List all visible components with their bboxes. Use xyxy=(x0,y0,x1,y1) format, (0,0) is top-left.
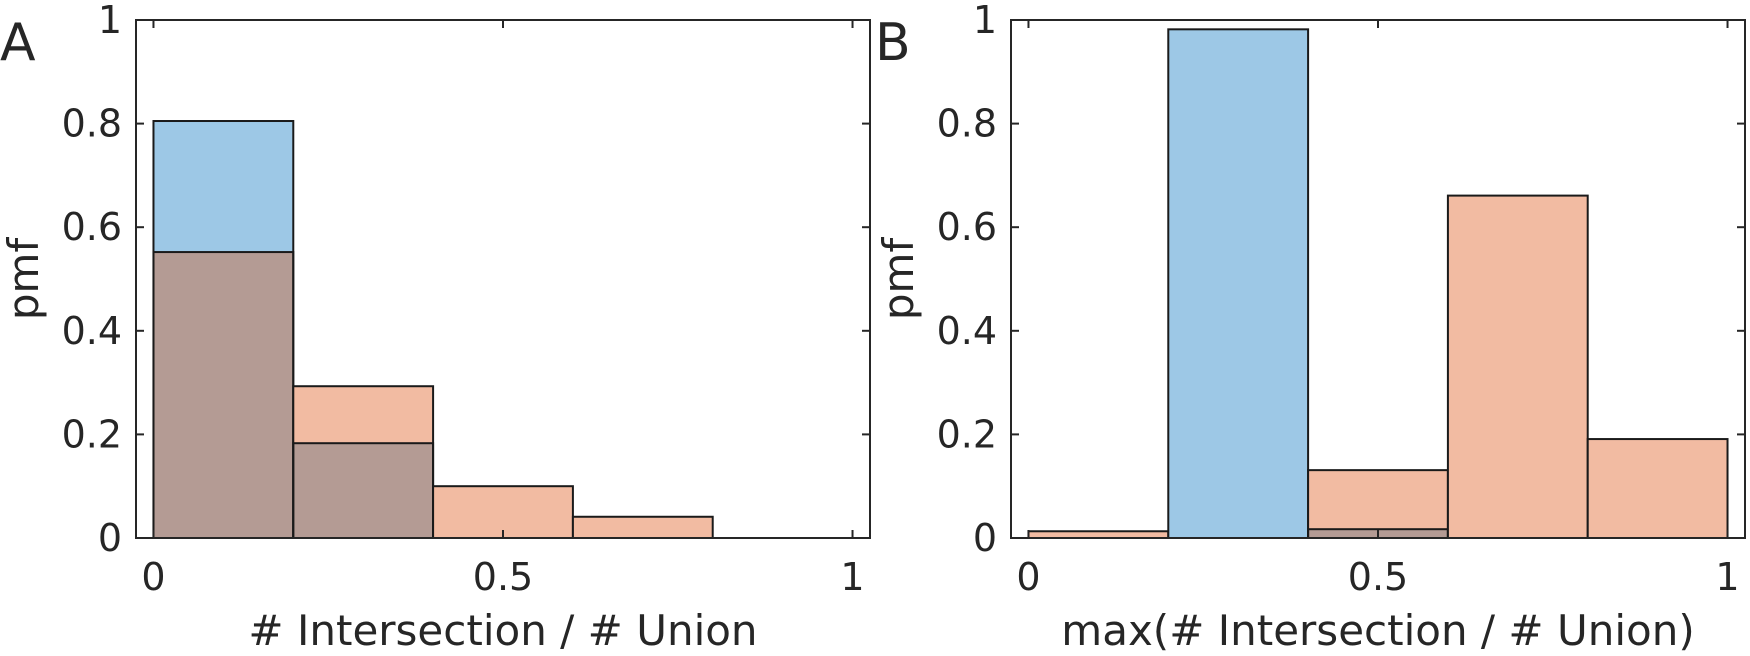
bar-overlap-1 xyxy=(293,443,434,538)
bar-overlap-0 xyxy=(153,252,294,538)
bar-orange-3 xyxy=(572,516,713,538)
x-tick-label: 0 xyxy=(1016,555,1040,599)
y-tick-label: 0.2 xyxy=(937,412,997,456)
panel-letter: A xyxy=(0,13,36,73)
x-axis-label: # Intersection / # Union xyxy=(248,606,757,655)
panel-a: 0 0.2 0.4 0.6 0.8 1 0 0.5 1 # Intersection / # Un… xyxy=(0,0,871,655)
x-tick-label: 1 xyxy=(840,555,864,599)
y-tick-label: 0 xyxy=(973,516,997,560)
bar-orange-3 xyxy=(1447,195,1588,539)
y-tick-label: 0.8 xyxy=(937,102,997,146)
y-tick-label: 1 xyxy=(973,0,997,42)
x-axis-label: max(# Intersection / # Union) xyxy=(1061,606,1694,655)
bar-orange-2 xyxy=(1308,470,1448,538)
y-tick-label: 1 xyxy=(98,0,122,42)
x-tick-label: 0.5 xyxy=(1348,555,1408,599)
bars xyxy=(1027,28,1729,540)
bar-blue-1 xyxy=(1168,29,1309,538)
y-tick-label: 0.8 xyxy=(62,102,122,146)
x-tick-label: 0 xyxy=(141,555,165,599)
y-tick-label: 0.2 xyxy=(62,412,122,456)
panel-letter: B xyxy=(875,13,911,73)
bars xyxy=(152,120,714,540)
x-tick-label: 1 xyxy=(1715,555,1739,599)
y-tick-label: 0.6 xyxy=(937,205,997,249)
y-axis-label: pmf xyxy=(874,237,923,321)
y-axis-label: pmf xyxy=(0,237,48,321)
panel-b: 0 0.2 0.4 0.6 0.8 1 0 0.5 1 max(# Intersection / … xyxy=(874,0,1746,655)
y-tick-label: 0.4 xyxy=(937,309,997,353)
y-tick-label: 0.4 xyxy=(62,309,122,353)
y-tick-label: 0 xyxy=(98,516,122,560)
bar-orange-0 xyxy=(1028,531,1169,538)
y-tick-label: 0.6 xyxy=(62,205,122,249)
bar-orange-2 xyxy=(433,486,573,538)
x-tick-label: 0.5 xyxy=(473,555,533,599)
bar-orange-4 xyxy=(1587,439,1728,538)
